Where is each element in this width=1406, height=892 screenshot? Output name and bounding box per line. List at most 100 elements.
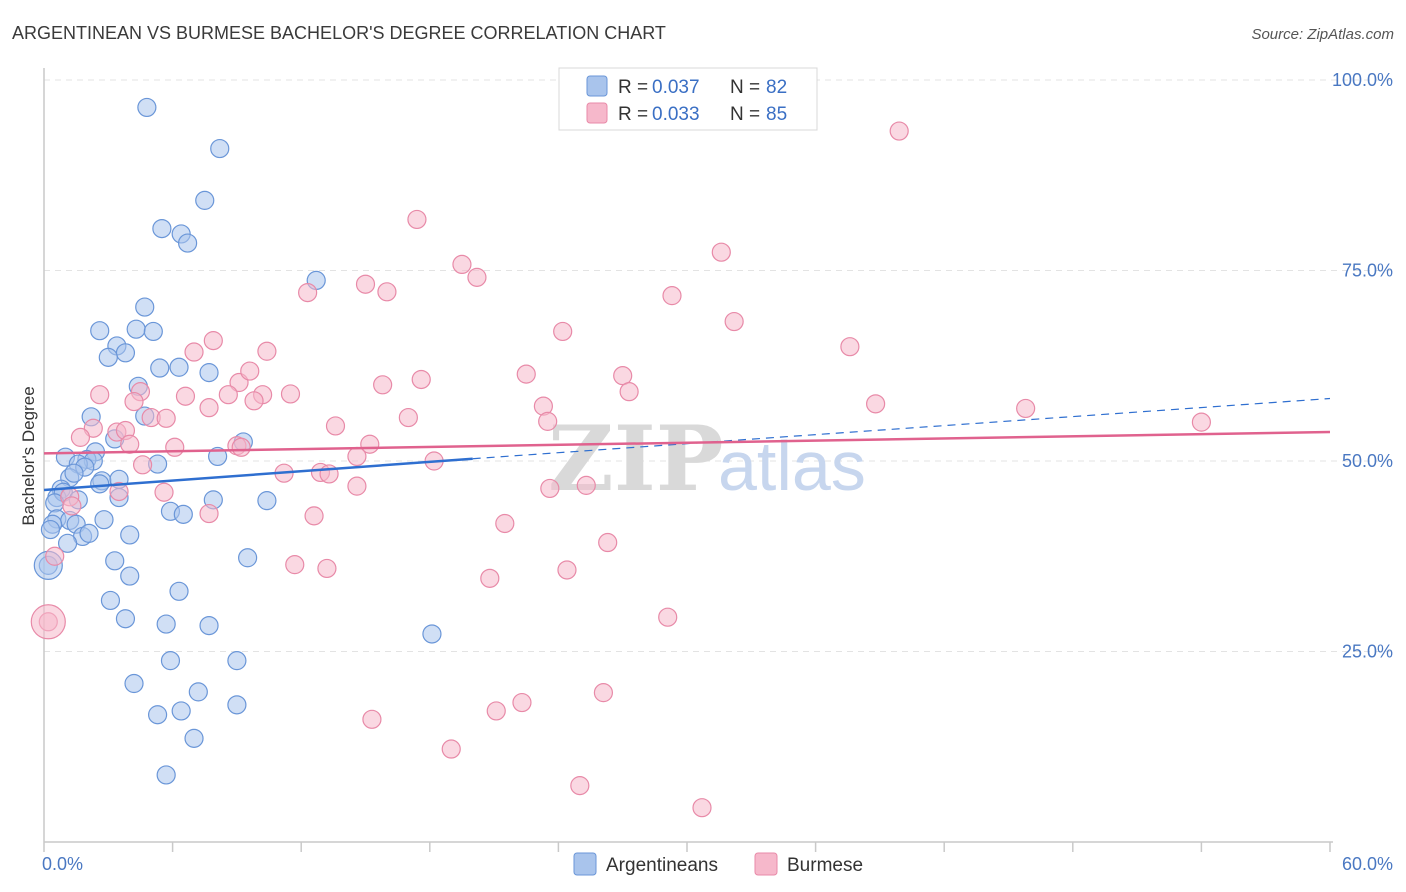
- burmese-point-3: [452, 254, 472, 275]
- legend-r-label-burmese: R =: [618, 104, 648, 125]
- burmese-point-74: [512, 692, 532, 713]
- argentineans-point-5: [178, 233, 198, 253]
- burmese-point-15: [411, 369, 431, 390]
- y-tick-label-50: 50.0%: [1342, 451, 1393, 471]
- argentineans-point-64: [422, 624, 442, 644]
- chart-title: ARGENTINEAN VS BURMESE BACHELOR'S DEGREE…: [12, 23, 666, 43]
- argentineans-point-10: [143, 321, 163, 342]
- argentineans-point-7: [135, 297, 155, 317]
- argentineans-point-31: [64, 463, 84, 483]
- burmese-point-58: [540, 478, 560, 499]
- burmese-point-67: [285, 555, 305, 575]
- burmese-point-cluster: [30, 604, 66, 640]
- argentineans-point-62: [156, 614, 176, 634]
- burmese-point-34: [398, 407, 418, 428]
- argentineans-point-72: [184, 728, 204, 748]
- burmese-points: [30, 121, 1212, 818]
- argentineans-point-73: [156, 765, 176, 785]
- burmese-point-39: [325, 416, 346, 436]
- y-tick-label-100: 100.0%: [1332, 70, 1393, 90]
- burmese-point-8: [662, 286, 682, 306]
- argentineans-point-60: [100, 590, 121, 611]
- burmese-point-77: [441, 739, 461, 759]
- argentineans-point-52: [79, 523, 99, 543]
- argentineans-point-44: [173, 504, 193, 524]
- trend-lines: [43, 397, 1331, 492]
- chart-source: Source: ZipAtlas.com: [1251, 26, 1394, 43]
- burmese-point-24: [218, 385, 238, 405]
- burmese-point-76: [362, 709, 382, 729]
- burmese-point-70: [480, 568, 500, 588]
- watermark: ZIP atlas: [548, 406, 866, 512]
- burmese-point-36: [156, 408, 176, 428]
- burmese-point-14: [184, 342, 204, 362]
- argentineans-point-54: [57, 533, 78, 553]
- burmese-point-73: [593, 683, 614, 703]
- burmese-point-71: [658, 607, 678, 627]
- argentineans-point-56: [105, 551, 125, 571]
- burmese-point-0: [889, 121, 909, 141]
- burmese-point-51: [132, 455, 153, 475]
- burmese-point-63: [304, 506, 324, 526]
- argentineans-point-12: [115, 343, 136, 363]
- burmese-point-55: [109, 481, 129, 502]
- burmese-point-47: [165, 437, 185, 457]
- burmese-point-78: [570, 776, 590, 796]
- burmese-point-48: [231, 437, 251, 457]
- burmese-point-61: [62, 496, 82, 516]
- argentineans-point-13: [98, 347, 118, 367]
- burmese-point-13: [257, 341, 277, 361]
- burmese-point-56: [154, 482, 174, 502]
- burmese-point-16: [516, 364, 536, 384]
- burmese-point-5: [355, 274, 376, 294]
- argentineans-point-63: [199, 615, 219, 636]
- stats-legend: R = 0.037 N = 82 R = 0.033 N = 85: [558, 67, 818, 131]
- argentineans-trend-extension: [472, 397, 1331, 460]
- burmese-point-32: [1016, 398, 1036, 419]
- argentineans-points: [33, 97, 442, 785]
- argentineans-point-3: [152, 218, 172, 239]
- burmese-point-68: [317, 558, 337, 579]
- burmese-point-59: [576, 475, 596, 495]
- burmese-point-28: [619, 382, 639, 402]
- burmese-point-79: [692, 798, 712, 818]
- burmese-point-1: [407, 209, 427, 230]
- argentineans-point-67: [124, 673, 144, 694]
- argentineans-point-2: [195, 190, 215, 210]
- argentineans-point-68: [188, 682, 208, 702]
- argentineans-point-48: [94, 510, 114, 530]
- argentineans-point-29: [208, 446, 228, 467]
- argentineans-point-70: [171, 701, 191, 721]
- burmese-point-6: [377, 282, 397, 302]
- burmese-point-38: [1191, 412, 1212, 432]
- burmese-point-29: [124, 391, 144, 412]
- burmese-point-26: [280, 384, 301, 404]
- argentineans-point-61: [115, 609, 136, 629]
- argentineans-point-15: [169, 357, 189, 377]
- argentineans-point-14: [150, 358, 170, 378]
- argentineans-point-16: [199, 363, 219, 383]
- argentineans-point-55: [238, 548, 258, 568]
- burmese-point-9: [724, 311, 744, 332]
- burmese-point-69: [557, 560, 577, 580]
- legend-r-label-argentineans: R =: [618, 77, 648, 98]
- burmese-point-10: [553, 321, 573, 342]
- argentineans-point-0: [137, 97, 157, 118]
- watermark-zip: ZIP: [548, 406, 723, 512]
- argentineans-point-9: [126, 319, 146, 339]
- bottom-legend-swatch-argentineans: [573, 852, 597, 876]
- burmese-point-62: [199, 503, 219, 524]
- y-tick-labels: 100.0% 75.0% 50.0% 25.0%: [1332, 70, 1393, 662]
- watermark-atlas: atlas: [718, 427, 866, 505]
- burmese-point-11: [840, 337, 860, 357]
- legend-n-label-argentineans: N =: [730, 77, 760, 98]
- argentineans-trend-line: [43, 457, 473, 492]
- argentineans-point-58: [120, 566, 140, 586]
- axes: [43, 68, 1333, 843]
- argentineans-point-69: [227, 695, 247, 715]
- argentineans-point-50: [40, 519, 61, 540]
- burmese-point-4: [467, 267, 487, 287]
- argentineans-point-71: [147, 705, 168, 725]
- burmese-point-7: [298, 282, 318, 303]
